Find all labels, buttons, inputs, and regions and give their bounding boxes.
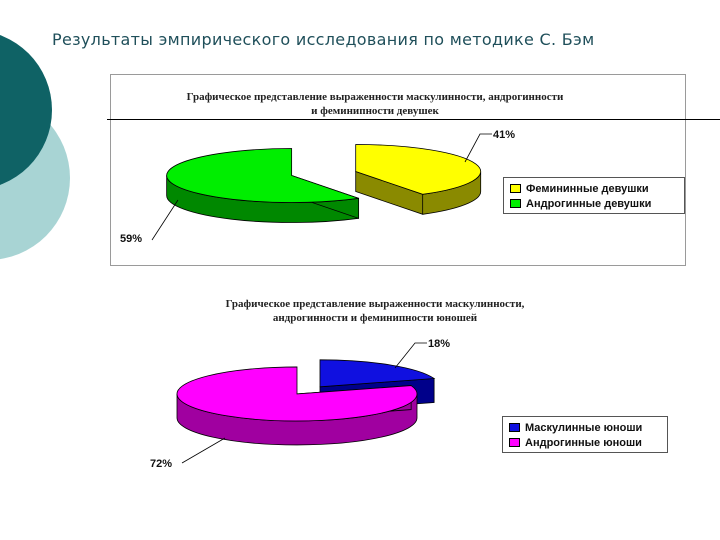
dark-teal-circle bbox=[0, 35, 52, 185]
data-label-18: 18% bbox=[428, 338, 450, 350]
slice-androgynous-boys bbox=[176, 366, 418, 446]
leader-18 bbox=[394, 342, 427, 369]
legend-swatch-green bbox=[510, 199, 521, 208]
legend-label: Андрогинные девушки bbox=[526, 197, 652, 210]
decorative-circles bbox=[0, 35, 70, 260]
chart-1-title: Графическое представление выраженности м… bbox=[140, 90, 610, 118]
legend-item-androgynous-girls: Андрогинные девушки bbox=[510, 196, 678, 211]
legend-swatch-magenta bbox=[509, 438, 520, 447]
slice-androgynous-boys-top bbox=[176, 366, 418, 422]
chart-1-title-line-1: Графическое представление выраженности м… bbox=[186, 91, 564, 103]
data-label-72: 72% bbox=[150, 458, 172, 470]
slide-title: Результаты эмпирического исследования по… bbox=[52, 30, 595, 49]
legend-item-masculine-boys: Маскулинные юноши bbox=[509, 420, 661, 435]
leader-72 bbox=[181, 437, 226, 464]
chart-1-legend: Фемининные девушки Андрогинные девушки bbox=[503, 177, 685, 214]
chart-2-title-line-1: Графическое представление выраженности м… bbox=[225, 298, 525, 310]
chart-2-title-line-2: андрогинности и феминипности юношей bbox=[272, 312, 478, 324]
chart-2-title: Графическое представление выраженности м… bbox=[150, 297, 600, 325]
legend-label: Андрогинные юноши bbox=[525, 436, 642, 449]
slice-feminine-girls-top bbox=[355, 144, 482, 195]
legend-label: Маскулинные юноши bbox=[525, 421, 643, 434]
chart-2-legend: Маскулинные юноши Андрогинные юноши bbox=[502, 416, 668, 453]
legend-label: Фемининные девушки bbox=[526, 182, 649, 195]
legend-swatch-blue bbox=[509, 423, 520, 432]
slice-androgynous-girls-top bbox=[166, 148, 359, 203]
data-label-59: 59% bbox=[120, 233, 142, 245]
legend-item-androgynous-boys: Андрогинные юноши bbox=[509, 435, 661, 450]
leader-59 bbox=[151, 199, 179, 241]
legend-item-feminine-girls: Фемининные девушки bbox=[510, 181, 678, 196]
slice-feminine-girls bbox=[355, 144, 482, 215]
slice-androgynous-girls bbox=[166, 148, 360, 223]
chart-1-title-line-2: и феминипности девушек bbox=[311, 105, 439, 117]
legend-swatch-yellow bbox=[510, 184, 521, 193]
slice-masculine-boys-top bbox=[319, 359, 436, 388]
divider-line bbox=[107, 119, 720, 120]
data-label-41: 41% bbox=[493, 129, 515, 141]
leader-41 bbox=[464, 133, 492, 163]
